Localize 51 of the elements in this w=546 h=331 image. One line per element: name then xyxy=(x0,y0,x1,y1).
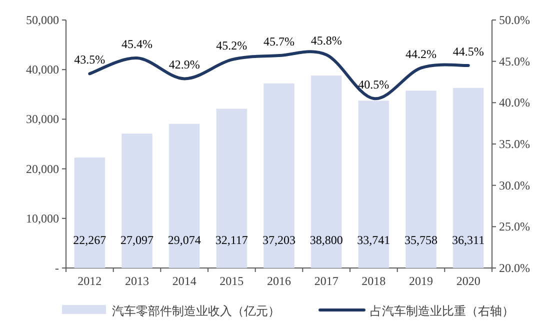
data-label: 45.7% xyxy=(264,34,294,49)
x-tick-label: 2020 xyxy=(456,274,480,288)
bar xyxy=(168,124,200,268)
y2-tick-label: 20.0% xyxy=(499,261,530,275)
y2-tick-label: 35.0% xyxy=(499,137,530,151)
data-label: 36,311 xyxy=(452,233,485,247)
bar xyxy=(216,108,248,268)
x-tick-label: 2014 xyxy=(172,274,196,288)
x-tick-label: 2015 xyxy=(220,274,244,288)
data-label: 44.5% xyxy=(452,44,484,58)
x-tick-label: 2019 xyxy=(409,274,433,288)
data-label: 44.2% xyxy=(406,46,436,61)
y-tick-label: 10,000 xyxy=(26,211,59,226)
data-label: 22,267 xyxy=(73,233,106,247)
bar xyxy=(358,100,390,268)
y2-tick-label: 30.0% xyxy=(499,178,530,192)
y2-tick-label: 50.0% xyxy=(499,13,530,27)
y-tick-label: 40,000 xyxy=(26,62,59,77)
data-label: 35,758 xyxy=(404,233,438,247)
bar xyxy=(310,76,342,268)
y2-tick-label: 40.0% xyxy=(499,96,530,110)
data-label: 42.9% xyxy=(168,58,200,72)
bar xyxy=(264,83,294,268)
data-label: 43.5% xyxy=(74,52,106,67)
y-tick-label: - xyxy=(55,261,59,275)
y-tick-label: 20,000 xyxy=(26,162,59,176)
x-tick-label: 2013 xyxy=(125,274,149,288)
data-label: 45.8% xyxy=(310,34,342,48)
bar xyxy=(452,88,484,268)
data-label: 38,800 xyxy=(310,233,343,247)
x-tick-label: 2012 xyxy=(78,274,102,288)
bar xyxy=(406,90,436,268)
y2-tick-label: 45.0% xyxy=(499,54,530,68)
data-label: 45.2% xyxy=(216,38,248,53)
y-tick-label: 50,000 xyxy=(26,13,59,27)
legend-label: 占汽车制造业比重（右轴） xyxy=(370,304,514,318)
data-label: 40.5% xyxy=(358,78,390,92)
bar xyxy=(122,134,152,268)
data-label: 37,203 xyxy=(262,233,296,247)
y-tick-label: 30,000 xyxy=(26,112,59,126)
x-tick-label: 2017 xyxy=(314,274,338,288)
data-label: 45.4% xyxy=(122,37,152,52)
y2-tick-label: 25.0% xyxy=(499,220,530,234)
x-tick-label: 2016 xyxy=(267,274,291,288)
data-label: 33,741 xyxy=(357,233,390,247)
legend-label: 汽车零部件制造业收入（亿元） xyxy=(112,304,280,318)
data-label: 32,117 xyxy=(215,233,248,247)
data-label: 29,074 xyxy=(168,233,201,247)
x-tick-label: 2018 xyxy=(362,274,386,288)
bar xyxy=(74,158,106,268)
data-label: 27,097 xyxy=(120,233,154,247)
